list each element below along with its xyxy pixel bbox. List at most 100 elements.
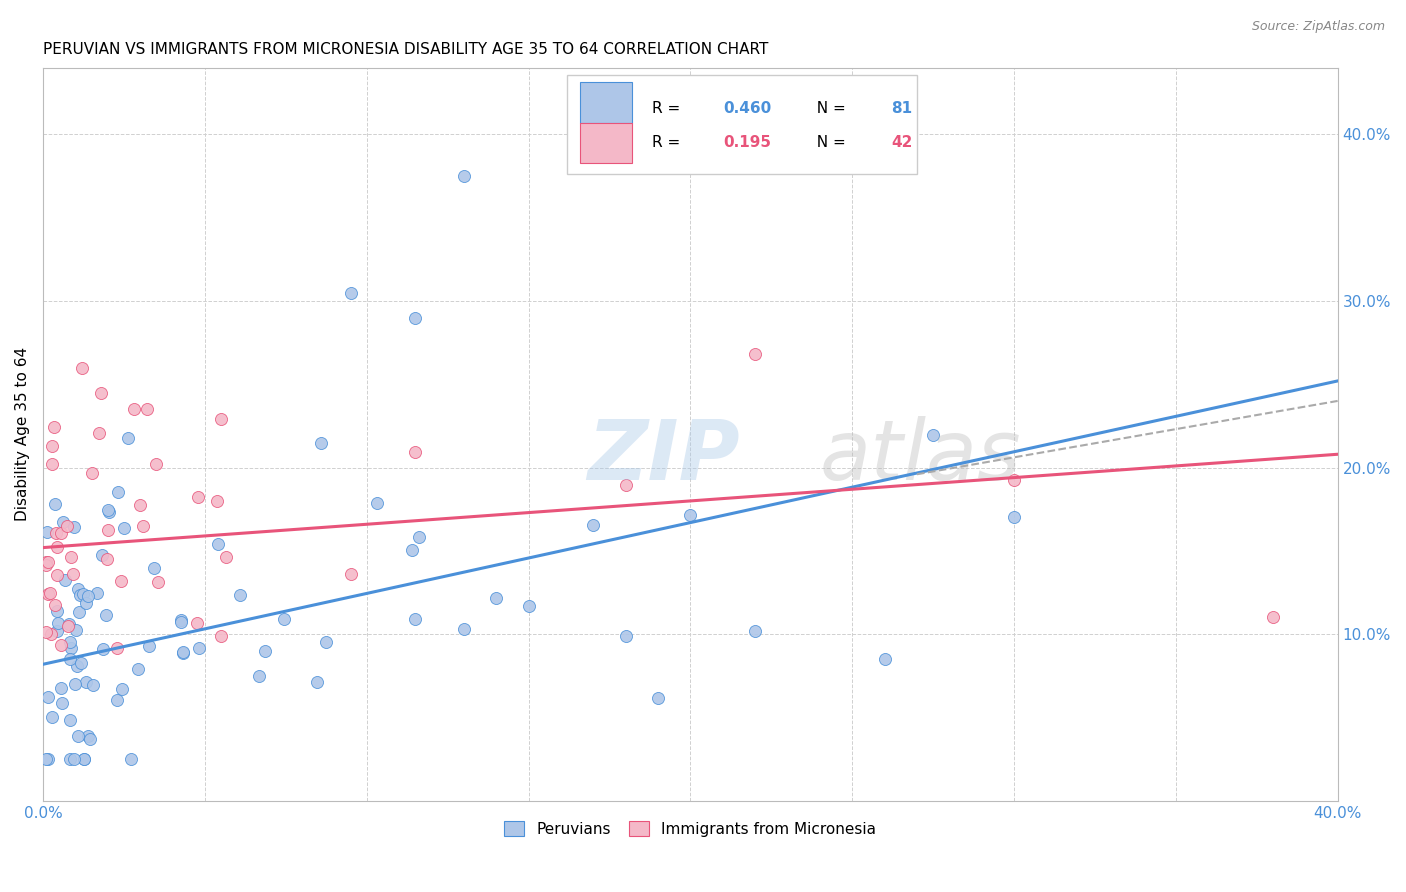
Text: Source: ZipAtlas.com: Source: ZipAtlas.com xyxy=(1251,20,1385,33)
Point xyxy=(112,521,135,535)
Point xyxy=(143,561,166,575)
Point xyxy=(170,615,193,629)
Point xyxy=(45,526,67,541)
Point xyxy=(1261,610,1284,624)
Point xyxy=(339,566,361,581)
Point xyxy=(922,428,945,442)
Point xyxy=(51,697,73,711)
Point xyxy=(96,552,118,566)
Point xyxy=(82,466,104,480)
Point xyxy=(170,613,193,627)
Point xyxy=(59,549,82,564)
Point xyxy=(215,549,238,564)
Point xyxy=(172,646,194,660)
Point xyxy=(98,506,121,520)
Point xyxy=(51,681,73,695)
Point xyxy=(59,752,82,766)
Point xyxy=(63,676,86,690)
Text: 0.460: 0.460 xyxy=(723,101,770,116)
Point xyxy=(75,675,97,690)
Point xyxy=(122,402,145,417)
Point xyxy=(120,752,142,766)
Point xyxy=(647,690,669,705)
Text: 0.195: 0.195 xyxy=(723,135,770,150)
Point xyxy=(66,659,89,673)
Point xyxy=(94,607,117,622)
Point xyxy=(45,604,67,618)
Text: 81: 81 xyxy=(891,101,912,116)
Point xyxy=(517,599,540,613)
Point xyxy=(188,640,211,655)
Point xyxy=(305,674,328,689)
Point xyxy=(39,585,62,599)
Point xyxy=(404,444,426,458)
Point xyxy=(229,588,252,602)
Y-axis label: Disability Age 35 to 64: Disability Age 35 to 64 xyxy=(15,347,30,521)
Point xyxy=(105,693,128,707)
Point xyxy=(485,591,508,606)
Text: 42: 42 xyxy=(891,135,912,150)
Point xyxy=(105,640,128,655)
Point xyxy=(46,540,69,554)
Point xyxy=(366,496,388,510)
Point xyxy=(254,644,277,658)
Point xyxy=(63,752,86,766)
Point xyxy=(311,436,333,450)
Point xyxy=(339,285,361,300)
Point xyxy=(73,752,96,766)
Point xyxy=(77,589,100,603)
Text: PERUVIAN VS IMMIGRANTS FROM MICRONESIA DISABILITY AGE 35 TO 64 CORRELATION CHART: PERUVIAN VS IMMIGRANTS FROM MICRONESIA D… xyxy=(44,42,769,57)
Point xyxy=(744,624,766,638)
Point xyxy=(58,617,80,632)
Point xyxy=(186,615,208,630)
Text: R =: R = xyxy=(651,101,685,116)
Point xyxy=(127,662,149,676)
Legend: Peruvians, Immigrants from Micronesia: Peruvians, Immigrants from Micronesia xyxy=(496,814,884,845)
Point xyxy=(70,360,93,375)
Point xyxy=(72,752,94,766)
Point xyxy=(72,586,94,600)
Point xyxy=(37,524,59,539)
Point xyxy=(614,478,637,492)
Text: atlas: atlas xyxy=(820,416,1022,497)
Point xyxy=(744,347,766,361)
Point xyxy=(63,519,86,533)
Point xyxy=(135,402,157,417)
Point xyxy=(37,690,59,704)
Point xyxy=(404,310,426,325)
Point xyxy=(56,519,79,533)
Text: N =: N = xyxy=(807,101,851,116)
Point xyxy=(209,412,232,426)
Point xyxy=(59,652,82,666)
Point xyxy=(35,752,58,766)
Point xyxy=(186,490,208,504)
Point xyxy=(209,629,232,643)
Point xyxy=(35,624,58,639)
Point xyxy=(37,752,59,766)
Point xyxy=(146,575,169,590)
Text: ZIP: ZIP xyxy=(586,416,740,497)
Point xyxy=(41,709,63,723)
Point xyxy=(614,629,637,643)
Point xyxy=(315,634,337,648)
FancyBboxPatch shape xyxy=(581,82,633,122)
Point xyxy=(49,638,72,652)
Point xyxy=(46,624,69,638)
Point xyxy=(138,639,160,653)
Point xyxy=(205,494,228,508)
Point xyxy=(87,425,110,440)
Point xyxy=(44,497,66,511)
Point xyxy=(207,537,229,551)
Point xyxy=(53,573,76,587)
Point xyxy=(70,656,93,670)
Point xyxy=(52,515,75,529)
Point xyxy=(247,669,270,683)
Point xyxy=(1002,510,1025,524)
Point xyxy=(75,596,97,610)
Point xyxy=(129,499,152,513)
Point xyxy=(110,574,132,588)
Point xyxy=(79,731,101,746)
Point xyxy=(37,555,59,569)
Point xyxy=(401,543,423,558)
Point xyxy=(107,485,129,500)
